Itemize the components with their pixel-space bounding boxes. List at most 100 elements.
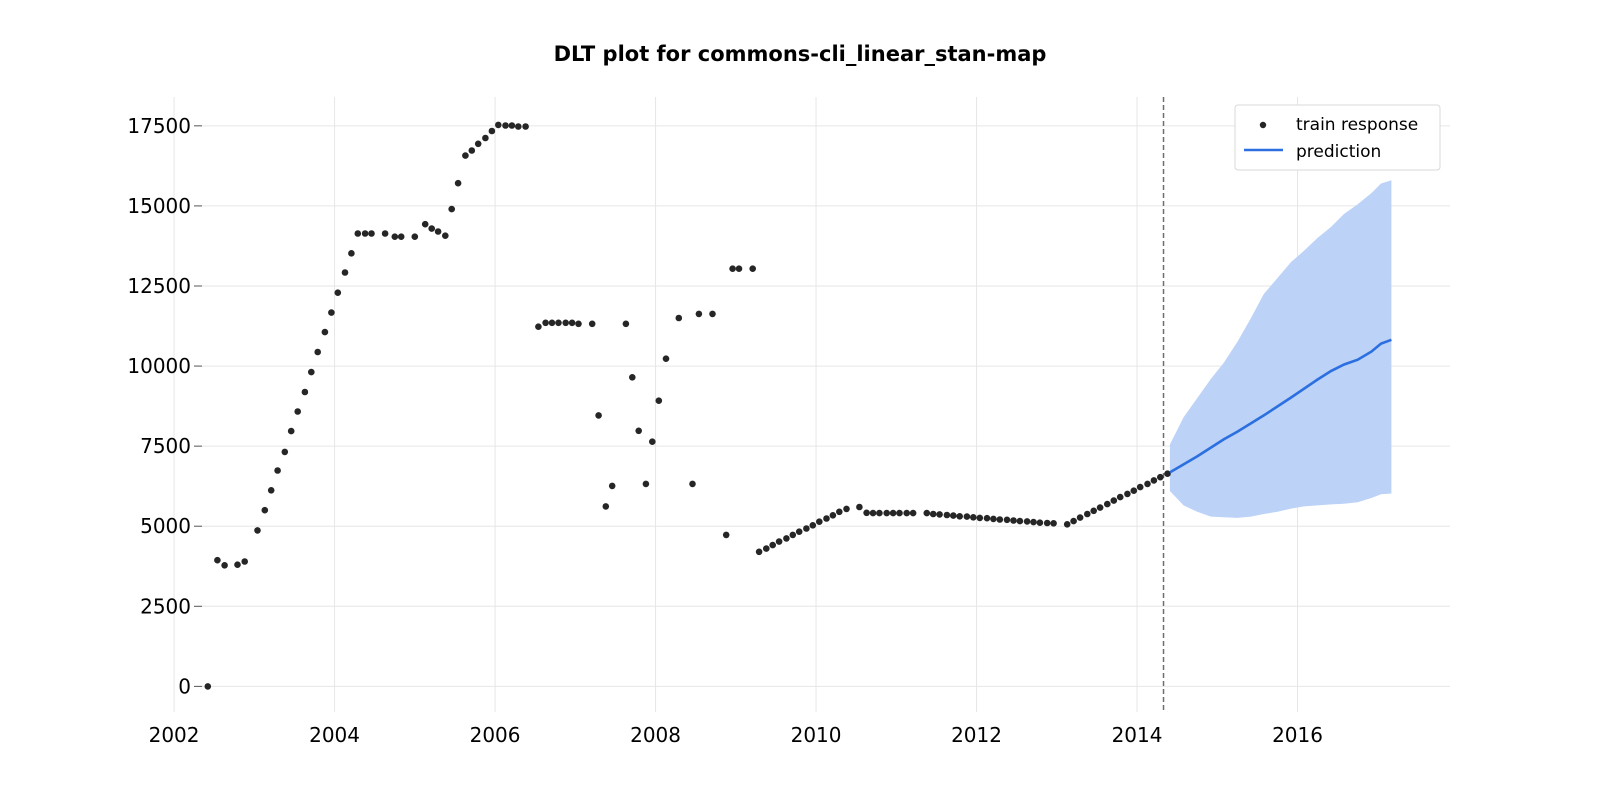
y-tick-label: 5000 bbox=[140, 514, 191, 538]
train-point bbox=[397, 233, 405, 240]
prediction-line-layer bbox=[1169, 338, 1392, 474]
train-point bbox=[301, 388, 309, 396]
train-point bbox=[588, 320, 596, 328]
train-point bbox=[287, 427, 295, 435]
train-point bbox=[1036, 519, 1044, 526]
train-point bbox=[1110, 497, 1118, 504]
train-point bbox=[903, 509, 910, 517]
train-point bbox=[956, 513, 963, 520]
y-tick-label: 2500 bbox=[140, 594, 191, 618]
train-point bbox=[595, 412, 602, 419]
train-point bbox=[836, 508, 843, 516]
train-point bbox=[515, 123, 522, 130]
train-point bbox=[361, 230, 369, 237]
train-point bbox=[722, 531, 730, 539]
train-point bbox=[675, 314, 683, 322]
train-point bbox=[823, 515, 830, 522]
train-point bbox=[442, 232, 449, 239]
train-point bbox=[1124, 490, 1131, 498]
train-point bbox=[341, 269, 349, 276]
train-point bbox=[709, 310, 716, 318]
train-point bbox=[1063, 521, 1071, 528]
train-point bbox=[1090, 507, 1097, 515]
train-point bbox=[474, 140, 482, 148]
train-point bbox=[763, 545, 770, 552]
train-point bbox=[575, 320, 582, 328]
train-point bbox=[411, 233, 419, 240]
train-point bbox=[348, 250, 355, 257]
train-point bbox=[1144, 480, 1151, 488]
train-point bbox=[328, 309, 335, 316]
train-point bbox=[368, 230, 375, 237]
train-points-layer bbox=[204, 121, 1171, 690]
train-point bbox=[943, 511, 951, 519]
train-point bbox=[495, 121, 502, 129]
train-point bbox=[308, 368, 315, 376]
train-point bbox=[622, 320, 630, 328]
train-point bbox=[789, 531, 797, 539]
train-point bbox=[602, 503, 610, 510]
train-point bbox=[488, 127, 496, 135]
train-point bbox=[996, 516, 1004, 523]
train-point bbox=[1116, 493, 1124, 501]
legend-train-label: train response bbox=[1296, 115, 1418, 135]
train-point bbox=[876, 509, 883, 517]
train-point bbox=[775, 538, 783, 545]
train-point bbox=[923, 509, 931, 517]
x-tick-label: 2012 bbox=[951, 723, 1002, 747]
train-point bbox=[1076, 514, 1084, 521]
train-point bbox=[214, 556, 221, 564]
train-point bbox=[428, 225, 436, 232]
train-point bbox=[729, 265, 736, 273]
train-point bbox=[454, 179, 462, 187]
train-point bbox=[334, 289, 342, 297]
axis-layer: 2002 2004 2006 2008 2010 2012 2014 2016 0 2500 500… bbox=[127, 114, 1323, 747]
train-point bbox=[1003, 516, 1011, 524]
train-point bbox=[1084, 510, 1091, 518]
train-point bbox=[695, 310, 703, 318]
train-point bbox=[548, 319, 556, 327]
x-tick-label: 2014 bbox=[1112, 723, 1163, 747]
x-tick-label: 2004 bbox=[309, 723, 360, 747]
train-point bbox=[542, 319, 549, 327]
train-point bbox=[555, 319, 562, 327]
train-point bbox=[267, 487, 275, 494]
train-point bbox=[662, 355, 670, 363]
train-point bbox=[769, 541, 776, 549]
legend: train response prediction bbox=[1234, 104, 1441, 171]
y-tick-label: 17500 bbox=[127, 114, 191, 138]
train-point bbox=[843, 505, 850, 513]
prediction-band bbox=[1169, 180, 1392, 518]
train-point bbox=[829, 512, 837, 519]
train-point bbox=[863, 509, 870, 517]
train-point bbox=[522, 123, 529, 130]
train-point bbox=[281, 448, 289, 456]
train-point bbox=[221, 562, 228, 569]
train-point bbox=[1030, 518, 1037, 526]
train-point bbox=[204, 683, 212, 690]
prediction-band-layer bbox=[1169, 180, 1392, 518]
train-point bbox=[1010, 517, 1017, 524]
train-point bbox=[635, 427, 642, 435]
train-point bbox=[983, 514, 991, 522]
train-point bbox=[254, 527, 261, 534]
train-point bbox=[535, 323, 542, 331]
train-point bbox=[749, 265, 756, 273]
train-point bbox=[562, 319, 569, 327]
train-point bbox=[508, 122, 516, 129]
x-tick-label: 2002 bbox=[149, 723, 200, 747]
train-point bbox=[909, 509, 917, 517]
train-point bbox=[976, 514, 984, 522]
train-point bbox=[1150, 477, 1158, 484]
train-point bbox=[755, 548, 763, 556]
train-point bbox=[1023, 518, 1031, 525]
train-point bbox=[889, 509, 897, 517]
train-point bbox=[502, 122, 509, 129]
legend-prediction-label: prediction bbox=[1296, 142, 1381, 162]
train-point bbox=[803, 525, 810, 532]
train-point bbox=[896, 509, 903, 517]
y-tick-label: 12500 bbox=[127, 274, 191, 298]
train-point bbox=[448, 205, 456, 213]
train-point bbox=[809, 522, 817, 529]
train-point bbox=[294, 408, 302, 415]
